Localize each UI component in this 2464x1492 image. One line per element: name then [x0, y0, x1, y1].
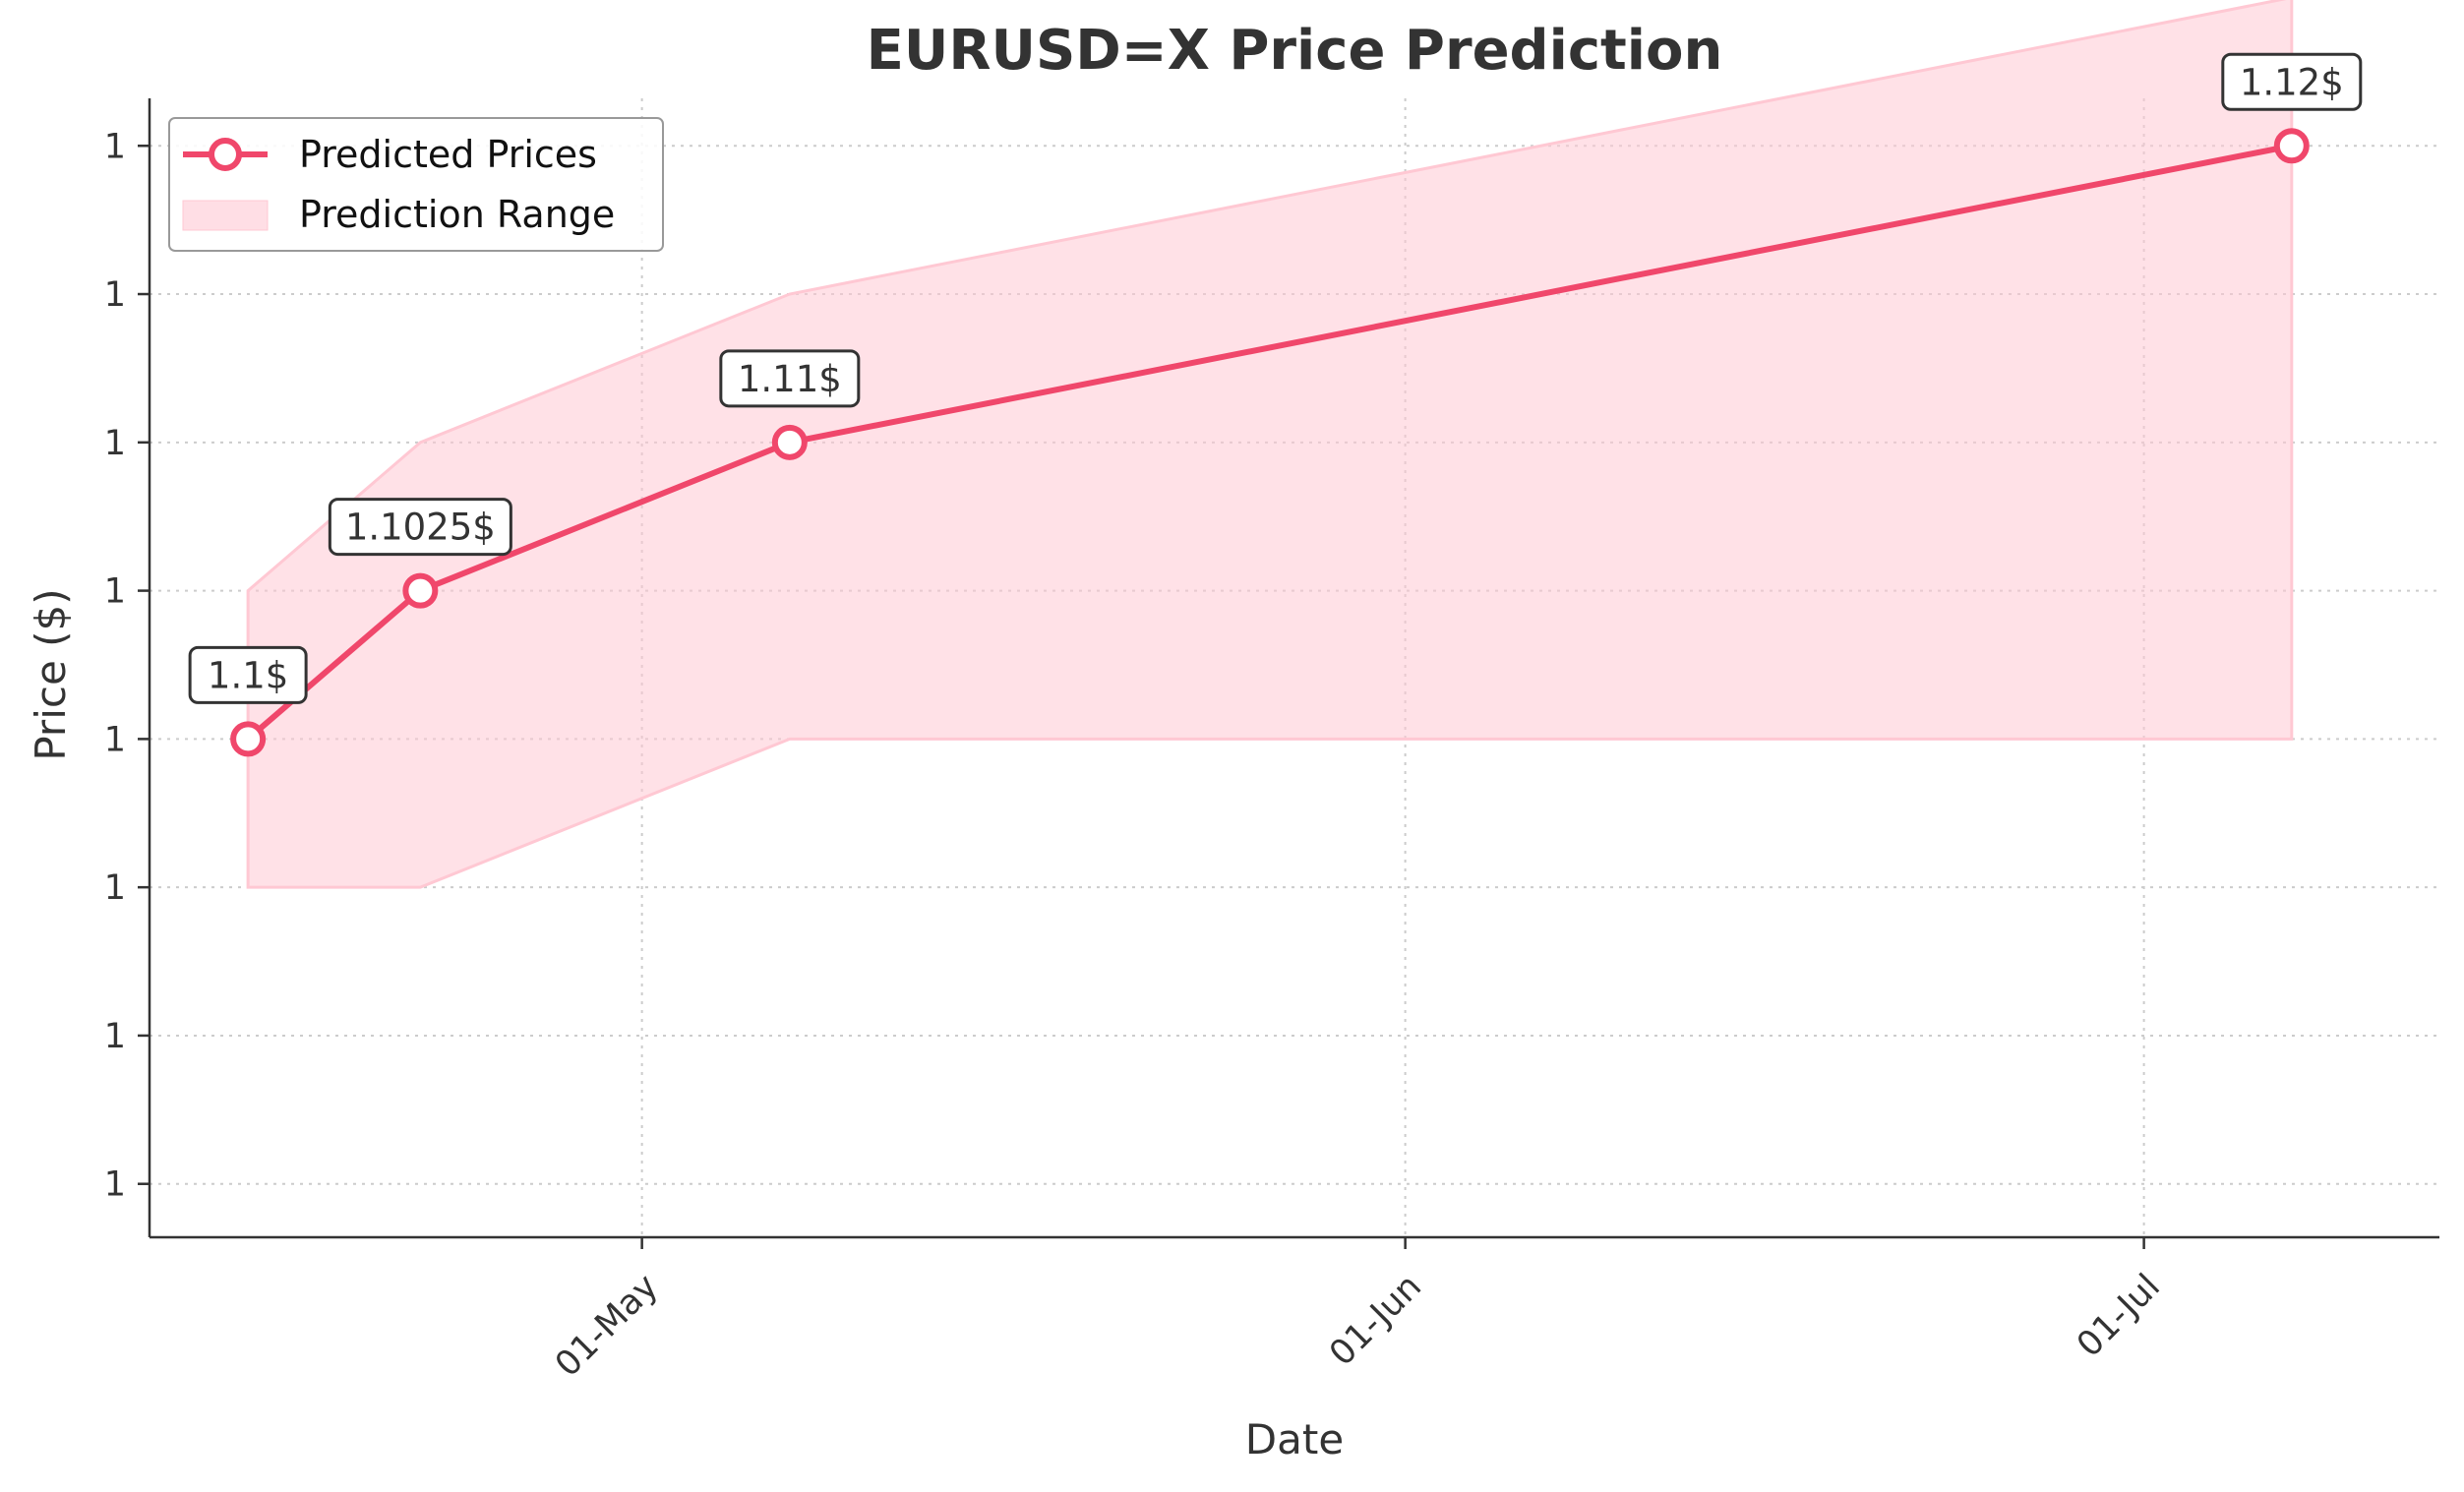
y-tick-label: 1 [104, 868, 126, 908]
predicted-price-point [402, 572, 439, 609]
y-tick-label: 1 [104, 720, 126, 759]
price-annotation: 1.1$ [188, 645, 308, 704]
data-labels: 1.1$ 1.1025$ 1.11$ 1.12$ [188, 52, 2363, 704]
price-annotation-text: 1.1$ [208, 654, 288, 696]
predicted-price-point [2273, 128, 2310, 164]
y-tick-label: 1 [104, 127, 126, 166]
legend-box [168, 117, 664, 252]
prediction-range-band [246, 0, 2294, 889]
y-tick-label: 1 [104, 1017, 126, 1056]
y-tick-label: 1 [104, 424, 126, 463]
chart-title: EURUSD=X Price Prediction [867, 19, 1723, 83]
predicted-price-point [230, 721, 267, 757]
legend-label-range: Prediction Range [299, 193, 615, 236]
y-tick-label: 1 [104, 1165, 126, 1205]
price-annotation-box [188, 645, 308, 704]
legend-band-swatch [182, 200, 269, 231]
price-annotation-text: 1.1025$ [345, 507, 496, 549]
predicted-prices-series [230, 128, 2310, 757]
y-axis-ticks: 1 1 1 1 1 1 1 1 [104, 127, 150, 1205]
legend-label-predicted: Predicted Prices [299, 133, 597, 176]
x-axis-label: Date [1245, 1415, 1344, 1463]
price-annotation-box [719, 349, 861, 408]
legend-marker-swatch [209, 138, 242, 171]
y-tick-label: 1 [104, 275, 126, 315]
price-annotation-box [328, 498, 512, 557]
x-tick-label: 01-May [548, 1267, 666, 1385]
y-tick-label: 1 [104, 572, 126, 612]
price-annotation: 1.12$ [2221, 52, 2363, 111]
x-tick-label: 01-Jun [1322, 1267, 1429, 1374]
price-annotation-box [2221, 52, 2363, 111]
legend: Predicted Prices Prediction Range [168, 117, 664, 252]
x-axis-ticks: 01-May 01-Jun 01-Jul [548, 1237, 2168, 1385]
predicted-prices-line [246, 143, 2293, 742]
price-annotation: 1.11$ [719, 349, 861, 408]
x-tick-label: 01-Jul [2070, 1267, 2168, 1365]
predicted-price-point [771, 424, 808, 460]
price-annotation: 1.1025$ [328, 498, 512, 557]
prediction-range-area [246, 0, 2294, 889]
y-axis-label: Price ($) [27, 588, 75, 760]
price-annotation-text: 1.11$ [738, 358, 842, 400]
price-annotation-text: 1.12$ [2240, 61, 2344, 103]
